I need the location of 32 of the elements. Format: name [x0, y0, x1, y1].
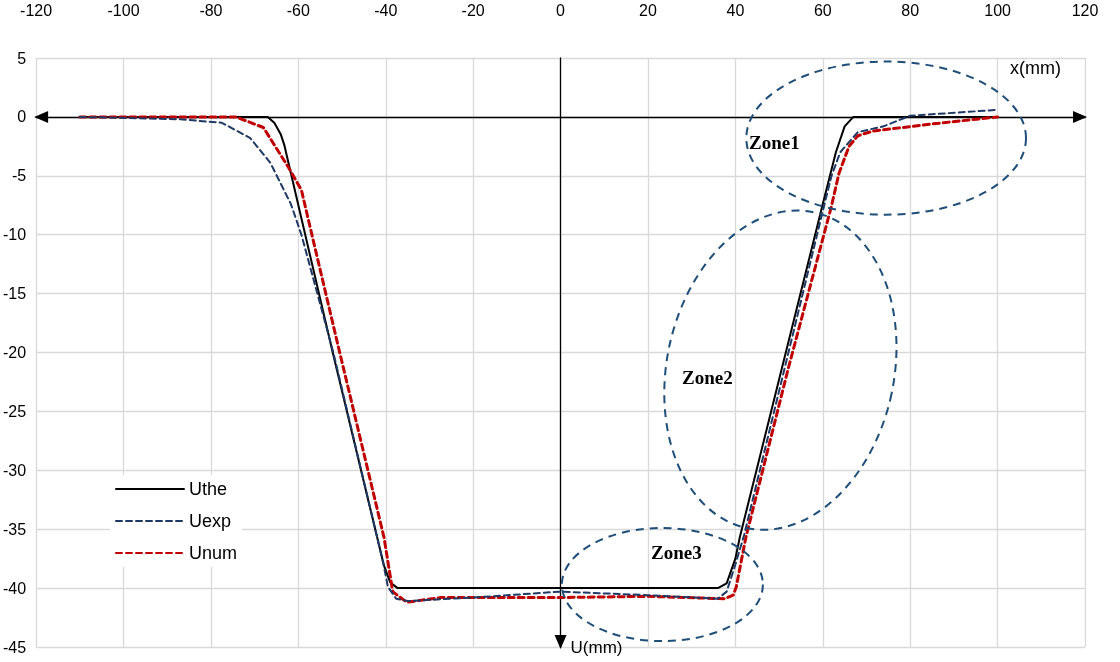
y-tick-label: -10: [3, 226, 27, 244]
x-tick-label: 40: [726, 1, 745, 19]
y-tick-label: -35: [3, 520, 27, 538]
x-tick-label: 120: [1071, 1, 1099, 19]
y-tick-label: -5: [11, 167, 27, 185]
x-tick-label: -80: [199, 1, 223, 19]
y-tick-label: -30: [3, 461, 27, 479]
legend-label: Uthe: [189, 479, 228, 499]
annotation: Zone2: [682, 367, 733, 388]
y-tick-label: -15: [3, 285, 27, 303]
legend-label: Uexp: [189, 511, 232, 531]
x-tick-label: -120: [20, 1, 53, 19]
y-tick-label: 0: [17, 108, 27, 126]
x-tick-label: -20: [461, 1, 485, 19]
legend-label: Unum: [189, 543, 238, 563]
x-tick-label: 100: [984, 1, 1012, 19]
x-tick-label: 20: [639, 1, 657, 19]
y-axis-title: U(mm): [570, 637, 623, 657]
y-tick-label: -45: [3, 638, 27, 656]
x-tick-label: 80: [901, 1, 920, 19]
x-tick-label: -40: [374, 1, 398, 19]
x-tick-label: -100: [107, 1, 140, 19]
x-tick-label: 0: [556, 1, 566, 19]
x-axis-title: x(mm): [1010, 57, 1061, 78]
y-tick-label: -20: [3, 344, 27, 361]
y-tick-label: 5: [17, 49, 27, 67]
annotation: Zone1: [749, 132, 800, 153]
y-tick-label: -25: [3, 402, 27, 420]
x-tick-label: 60: [813, 1, 832, 19]
y-tick-label: -40: [3, 579, 27, 597]
annotation: Zone3: [651, 542, 702, 563]
x-tick-label: -60: [286, 1, 311, 19]
